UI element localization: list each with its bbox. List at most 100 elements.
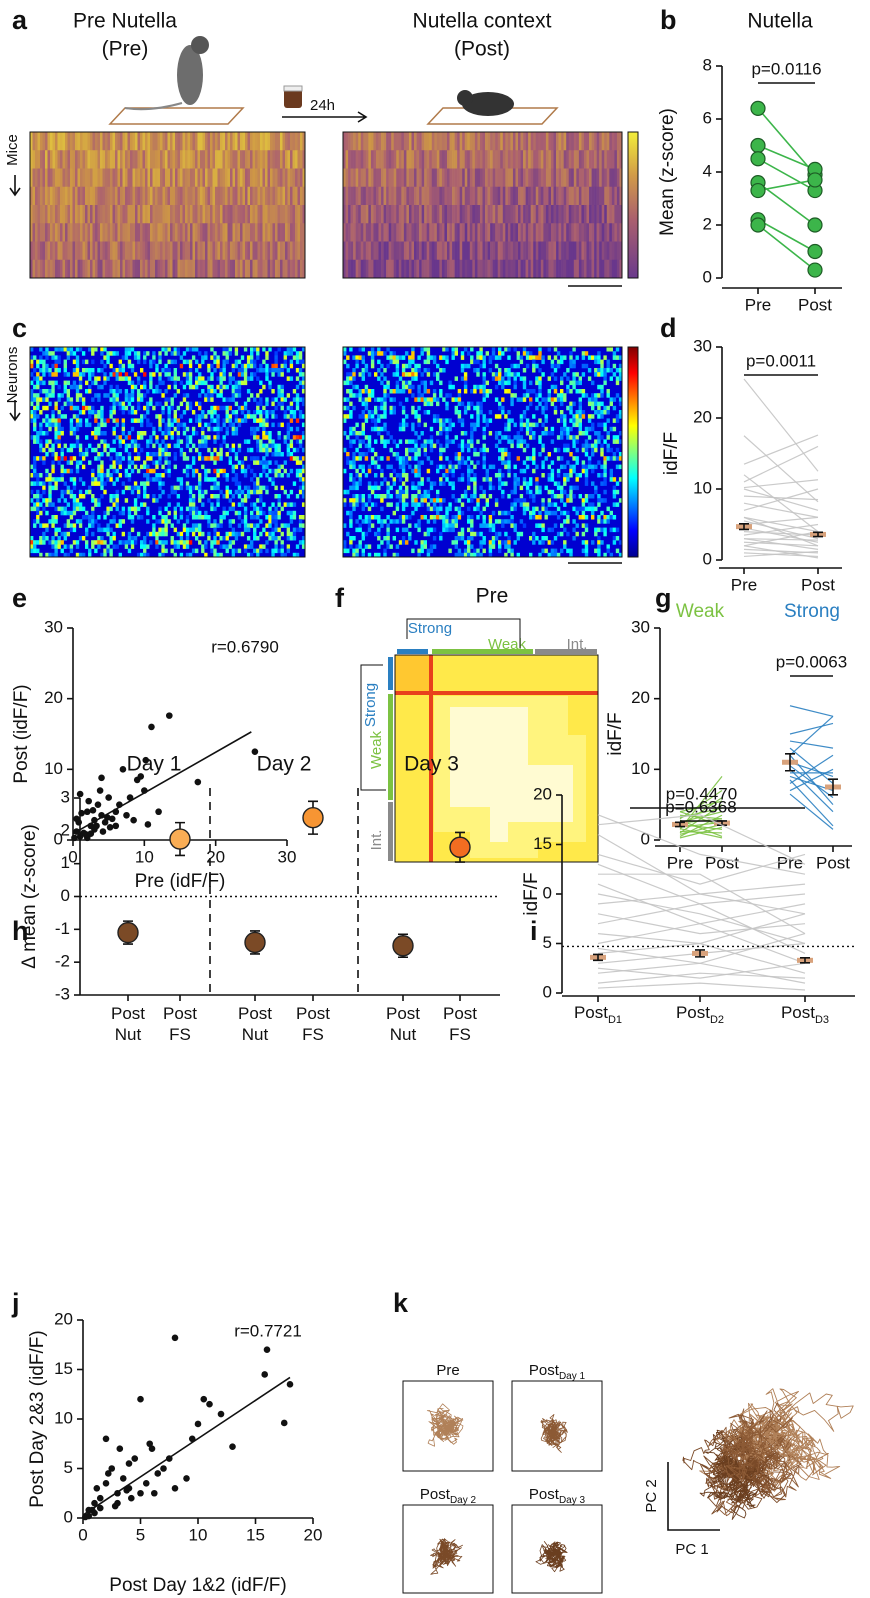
heatmap-cell <box>572 402 575 407</box>
heatmap-cell <box>223 205 226 224</box>
heatmap-cell <box>355 448 358 453</box>
heatmap-cell <box>146 406 149 411</box>
heatmap-cell <box>265 465 268 470</box>
heatmap-cell <box>109 397 112 402</box>
heatmap-cell <box>268 507 271 512</box>
heatmap-cell <box>265 351 268 356</box>
heatmap-cell <box>472 205 475 224</box>
heatmap-cell <box>551 427 554 432</box>
panel-letter: c <box>12 313 27 343</box>
heatmap-cell <box>414 368 417 373</box>
heatmap-cell <box>33 494 36 499</box>
heatmap-cell <box>533 150 536 169</box>
heatmap-cell <box>503 223 506 242</box>
heatmap-cell <box>532 448 535 453</box>
heatmap-cell <box>358 205 361 224</box>
heatmap-cell <box>414 465 417 470</box>
heatmap-cell <box>113 205 116 224</box>
heatmap-cell <box>362 439 365 444</box>
heatmap-cell <box>531 150 534 169</box>
heatmap-cell <box>531 223 534 242</box>
heatmap-cell <box>523 347 526 352</box>
heatmap-cell <box>287 549 290 554</box>
heatmap-cell <box>210 389 213 394</box>
heatmap-cell <box>541 260 544 279</box>
heatmap-cell <box>193 187 196 206</box>
heatmap-cell <box>281 532 284 537</box>
heatmap-cell <box>79 523 82 528</box>
heatmap-cell <box>396 360 399 365</box>
heatmap-cell <box>458 465 461 470</box>
heatmap-cell <box>274 473 277 478</box>
heatmap-cell <box>238 360 241 365</box>
heatmap-cell <box>299 519 302 524</box>
heatmap-cell <box>195 205 198 224</box>
heatmap-cell <box>586 242 589 261</box>
heatmap-cell <box>458 402 461 407</box>
heatmap-cell <box>427 242 430 261</box>
heatmap-cell <box>424 402 427 407</box>
heatmap-cell <box>290 376 293 381</box>
heatmap-cell <box>45 528 48 533</box>
heatmap-cell <box>51 423 54 428</box>
heatmap-cell <box>445 418 448 423</box>
heatmap-cell <box>48 389 51 394</box>
heatmap-cell <box>411 351 414 356</box>
heatmap-cell <box>274 523 277 528</box>
heatmap-cell <box>473 465 476 470</box>
heatmap-cell <box>140 448 143 453</box>
heatmap-cell <box>452 355 455 360</box>
heatmap-cell <box>155 169 158 188</box>
heatmap-cell <box>362 469 365 474</box>
heatmap-cell <box>53 150 56 169</box>
heatmap-cell <box>76 427 79 432</box>
heatmap-cell <box>564 187 567 206</box>
heatmap-cell <box>430 381 433 386</box>
heatmap-cell <box>270 205 273 224</box>
heatmap-cell <box>265 402 268 407</box>
heatmap-cell <box>445 469 448 474</box>
heatmap-cell <box>198 498 201 503</box>
heatmap-cell <box>572 418 575 423</box>
heatmap-cell <box>45 132 48 151</box>
heatmap-cell <box>295 223 298 242</box>
heatmap-cell <box>588 435 591 440</box>
heatmap-cell <box>411 347 414 352</box>
heatmap-cell <box>607 456 610 461</box>
heatmap-cell <box>82 515 85 520</box>
heatmap-cell <box>517 397 520 402</box>
heatmap-cell <box>216 486 219 491</box>
heatmap-cell <box>612 205 615 224</box>
heatmap-cell <box>285 223 288 242</box>
heatmap-cell <box>70 431 73 436</box>
heatmap-cell <box>91 360 94 365</box>
heatmap-cell <box>64 532 67 537</box>
heatmap-cell <box>274 536 277 541</box>
heatmap-cell <box>417 150 420 169</box>
heatmap-cell <box>250 490 253 495</box>
heatmap-cell <box>75 132 78 151</box>
heatmap-cell <box>488 223 491 242</box>
heatmap-cell <box>489 465 492 470</box>
heatmap-cell <box>517 456 520 461</box>
heatmap-cell <box>393 372 396 377</box>
heatmap-cell <box>452 260 455 279</box>
heatmap-cell <box>51 452 54 457</box>
heatmap-cell <box>462 205 465 224</box>
heatmap-cell <box>439 260 442 279</box>
heatmap-cell <box>51 536 54 541</box>
heatmap-cell <box>560 376 563 381</box>
x-tick-label: Post <box>798 295 832 314</box>
heatmap-cell <box>464 389 467 394</box>
heatmap-cell <box>365 385 368 390</box>
heatmap-cell <box>419 187 422 206</box>
heatmap-cell <box>349 460 352 465</box>
heatmap-cell <box>532 452 535 457</box>
heatmap-cell <box>278 549 281 554</box>
heatmap-cell <box>612 169 615 188</box>
heatmap-cell <box>67 486 70 491</box>
heatmap-cell <box>36 393 39 398</box>
heatmap-cell <box>116 393 119 398</box>
heatmap-cell <box>504 435 507 440</box>
heatmap-cell <box>265 132 268 151</box>
